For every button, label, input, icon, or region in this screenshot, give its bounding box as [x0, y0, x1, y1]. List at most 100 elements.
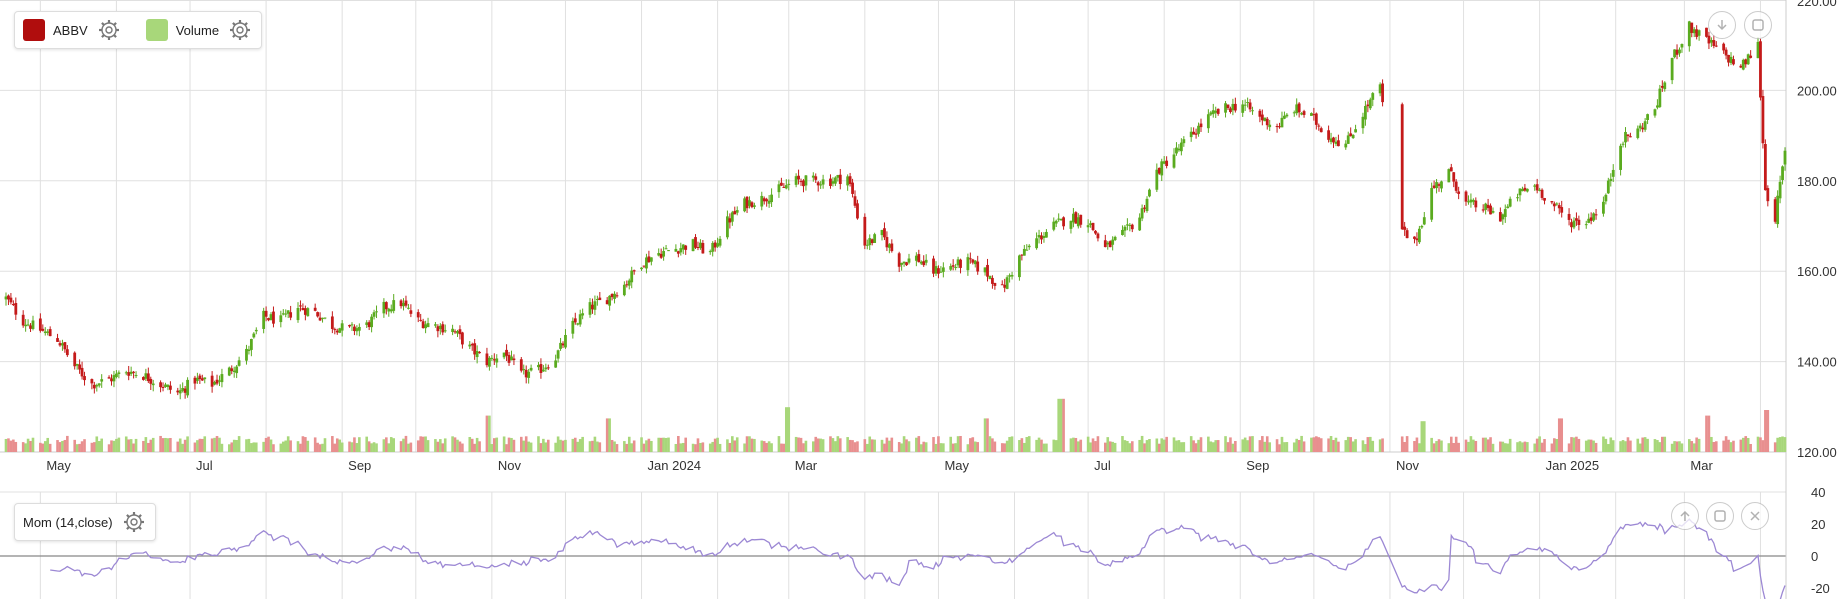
volume-bar — [183, 439, 187, 452]
fullscreen-icon — [1714, 510, 1726, 522]
volume-bar — [868, 436, 872, 452]
volume-bar — [873, 439, 876, 452]
gear-icon[interactable] — [96, 17, 122, 43]
volume-bar — [865, 443, 869, 452]
candle-body — [954, 266, 958, 268]
candle-body — [1160, 161, 1164, 176]
volume-bar — [1189, 436, 1193, 452]
candle-body — [573, 318, 577, 323]
gear-icon[interactable] — [121, 509, 147, 535]
candle-body — [1749, 55, 1753, 58]
sub-fullscreen-button[interactable] — [1706, 502, 1734, 530]
volume-bar — [1295, 438, 1298, 452]
volume-bar — [1216, 440, 1220, 452]
candle-body — [453, 331, 457, 333]
candle-body — [350, 324, 354, 326]
candle-body — [1577, 219, 1581, 225]
candle-body — [384, 302, 388, 310]
volume-bar — [905, 439, 908, 452]
volume-bar — [318, 444, 322, 452]
volume-bar — [1550, 443, 1554, 452]
volume-bar — [269, 439, 273, 452]
move-up-button[interactable] — [1671, 502, 1699, 530]
candle-body — [355, 328, 359, 332]
volume-bar — [313, 437, 317, 452]
candle-body — [519, 359, 523, 371]
candle-body — [1611, 169, 1615, 177]
close-button[interactable] — [1741, 502, 1769, 530]
candle-body — [254, 329, 258, 332]
legend-item-abbv[interactable]: ABBV — [23, 17, 122, 43]
volume-bar — [267, 436, 270, 452]
candle-body — [1094, 230, 1097, 234]
volume-bar — [1023, 442, 1026, 452]
candle-body — [760, 195, 764, 207]
volume-bar — [365, 436, 369, 452]
volume-bar — [794, 436, 798, 452]
volume-bar — [880, 439, 884, 452]
candle-body — [252, 333, 256, 338]
volume-bar — [1317, 437, 1321, 452]
candle-body — [762, 198, 766, 202]
volume-bar — [593, 436, 597, 452]
candle-body — [1042, 236, 1046, 238]
volume-bar — [1739, 439, 1743, 452]
candle-body — [983, 267, 987, 273]
candle-body — [1592, 213, 1596, 221]
volume-bar — [1182, 442, 1186, 452]
candle-body — [1763, 143, 1767, 191]
volume-bar — [1467, 441, 1470, 452]
candle-body — [485, 353, 489, 366]
candle-body — [1314, 113, 1318, 125]
candle-body — [1714, 45, 1718, 47]
fullscreen-button[interactable] — [1744, 11, 1772, 39]
candle-body — [794, 176, 798, 185]
volume-bar — [750, 438, 754, 452]
volume-bar — [1526, 442, 1529, 452]
candle-body — [853, 196, 857, 206]
volume-bar — [80, 441, 84, 452]
volume-bar — [1781, 436, 1784, 452]
download-button[interactable] — [1708, 11, 1736, 39]
volume-bar — [951, 443, 955, 452]
candle-body — [1275, 126, 1279, 128]
volume-bar — [97, 441, 101, 452]
candle-body — [684, 245, 688, 250]
candle-body — [245, 348, 248, 361]
volume-bar — [1334, 437, 1338, 452]
volume-bar — [1543, 439, 1546, 452]
volume-bar — [443, 438, 447, 452]
volume-bar — [681, 442, 685, 452]
volume-bar — [1074, 437, 1078, 452]
candle-body — [348, 325, 351, 327]
volume-bar — [1371, 440, 1375, 452]
candle-body — [389, 309, 393, 312]
volume-bar — [949, 436, 953, 452]
candle-body — [112, 375, 116, 382]
gear-icon[interactable] — [227, 17, 253, 43]
volume-bar — [1211, 442, 1215, 452]
candle-body — [399, 300, 403, 307]
volume-bar — [1113, 442, 1117, 452]
volume-bar — [115, 438, 118, 452]
candle-body — [1025, 249, 1029, 251]
volume-bar — [785, 407, 788, 452]
volume-bar — [1430, 437, 1433, 452]
candle-body — [357, 326, 361, 331]
volume-bar — [1575, 436, 1578, 452]
candle-body — [865, 244, 869, 246]
volume-bar — [848, 439, 852, 452]
legend-item-momentum[interactable]: Mom (14,close) — [23, 509, 147, 535]
volume-bar — [870, 439, 874, 452]
volume-bar — [939, 443, 943, 452]
legend-item-volume[interactable]: Volume — [145, 17, 253, 43]
candle-body — [1096, 233, 1100, 239]
candle-body — [829, 178, 832, 186]
candle-body — [1216, 108, 1220, 114]
candle-body — [1243, 104, 1247, 106]
candle-body — [149, 378, 153, 384]
candle-body — [296, 308, 300, 321]
volume-bar — [1732, 440, 1735, 452]
volume-bar — [1040, 439, 1043, 452]
volume-bar — [1584, 440, 1588, 452]
